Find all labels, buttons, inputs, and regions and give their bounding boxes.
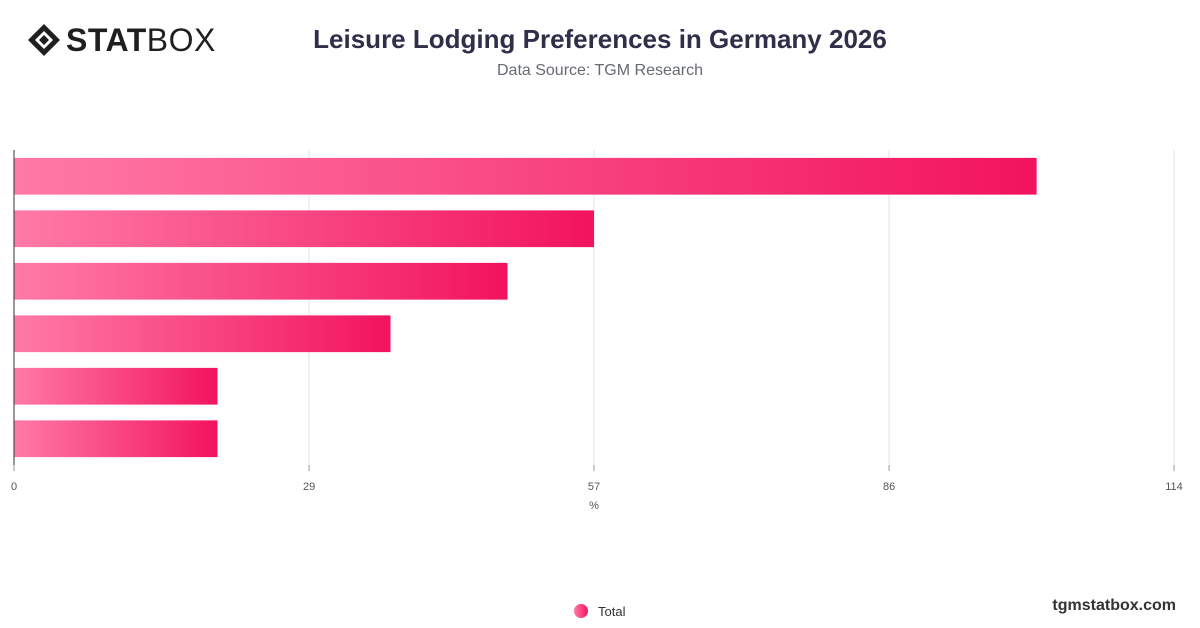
- x-tick-label: 86: [883, 481, 895, 493]
- x-tick-label: 29: [303, 481, 315, 493]
- bar[interactable]: [14, 420, 218, 458]
- x-axis-label: %: [589, 500, 599, 512]
- bar[interactable]: [14, 262, 508, 300]
- statbox-diamond-icon: [28, 24, 60, 56]
- legend[interactable]: Total: [574, 602, 625, 620]
- legend-swatch: [574, 604, 588, 618]
- footer-site[interactable]: tgmstatbox.com: [1052, 597, 1176, 614]
- chart-subtitle: Data Source: TGM Research: [496, 62, 703, 79]
- bar[interactable]: [14, 157, 1037, 195]
- logo-text-bold: STAT: [66, 22, 147, 58]
- chart-title: Leisure Lodging Preferences in Germany 2…: [313, 24, 887, 54]
- statbox-logo[interactable]: STATBOX: [26, 22, 216, 58]
- x-tick-label: 57: [588, 481, 600, 493]
- bar[interactable]: [14, 210, 594, 248]
- x-tick-label: 0: [11, 481, 17, 493]
- bar[interactable]: [14, 315, 391, 353]
- logo-text-light: BOX: [146, 22, 216, 58]
- x-tick-label: 114: [1165, 481, 1183, 493]
- legend-label: Total: [598, 603, 626, 619]
- bar[interactable]: [14, 367, 218, 405]
